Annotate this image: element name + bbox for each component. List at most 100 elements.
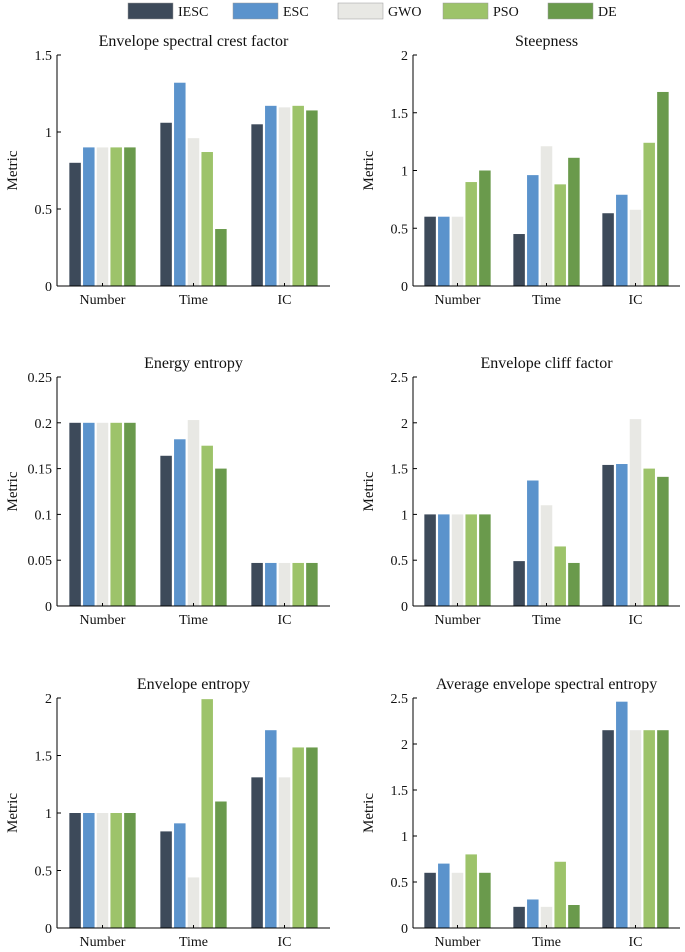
y-tick-label: 2.5 — [391, 692, 409, 707]
x-tick-label: IC — [629, 935, 643, 950]
y-tick-label: 1.5 — [35, 750, 53, 765]
bar-pso-number — [110, 422, 122, 606]
bar-gwo-time — [540, 906, 553, 928]
x-tick-label: IC — [278, 935, 292, 950]
x-tick-label: IC — [278, 613, 292, 628]
y-tick-label: 0.05 — [28, 554, 53, 569]
bar-pso-number — [110, 147, 122, 286]
bar-gwo-ic — [629, 209, 642, 286]
x-tick-label: IC — [278, 293, 292, 308]
x-tick-label: Time — [532, 935, 561, 950]
bar-esc-number — [438, 216, 450, 286]
chart-title: Average envelope spectral entropy — [436, 676, 657, 693]
bar-gwo-number — [451, 216, 464, 286]
y-tick-label: 0 — [45, 280, 52, 295]
bar-pso-ic — [292, 747, 304, 928]
bar-de-ic — [306, 747, 318, 928]
y-tick-label: 0.5 — [391, 554, 409, 569]
bar-pso-time — [554, 184, 566, 286]
legend-label: PSO — [493, 5, 519, 20]
bar-iesc-number — [424, 216, 436, 286]
y-axis-label: Metric — [5, 471, 21, 511]
bar-esc-ic — [265, 562, 277, 606]
bar-esc-time — [527, 480, 539, 606]
y-tick-label: 0.2 — [35, 417, 53, 432]
bar-de-number — [479, 170, 491, 286]
chart-title: Steepness — [515, 33, 578, 50]
bar-iesc-number — [69, 813, 81, 928]
chart-panel-5: Envelope entropy Metric Number Time IC 0 0.5 1 1… — [5, 676, 330, 950]
y-tick-label: 1 — [45, 126, 52, 141]
legend-swatch-iesc — [127, 2, 174, 20]
bar-esc-time — [174, 439, 186, 606]
y-tick-label: 0.1 — [35, 508, 53, 523]
x-tick-label: Number — [435, 293, 481, 308]
bar-pso-ic — [643, 730, 655, 928]
chart-title: Energy entropy — [144, 355, 243, 372]
chart-panel-3: Energy entropy Metric Number Time IC 0 0.05 0.1… — [5, 355, 330, 628]
y-tick-label: 1 — [45, 807, 52, 822]
bar-gwo-number — [451, 514, 464, 606]
bar-gwo-time — [187, 877, 200, 928]
bar-gwo-number — [451, 872, 464, 928]
legend-item-gwo: GWO — [337, 2, 421, 20]
bar-gwo-time — [540, 146, 553, 286]
bar-de-ic — [657, 730, 669, 928]
legend-swatch-pso — [442, 2, 489, 20]
bar-iesc-ic — [602, 730, 614, 928]
bar-pso-ic — [292, 105, 304, 286]
chart-panel-2: Steepness Metric Number Time IC 0 0.5 1 1.5 2 — [361, 33, 680, 308]
x-tick-label: Number — [435, 935, 481, 950]
bar-de-number — [124, 813, 136, 928]
y-tick-label: 0 — [401, 600, 408, 615]
legend-item-iesc: IESC — [127, 2, 208, 20]
bar-pso-number — [110, 813, 122, 928]
legend-label: ESC — [283, 5, 309, 20]
y-tick-label: 2 — [45, 692, 52, 707]
bar-de-time — [568, 905, 580, 928]
bar-iesc-time — [160, 122, 172, 286]
y-axis-label: Metric — [361, 471, 377, 511]
y-tick-label: 2 — [401, 49, 408, 64]
bar-de-ic — [657, 91, 669, 287]
bar-de-number — [124, 422, 136, 606]
chart-panel-4: Envelope cliff factor Metric Number Time IC 0… — [361, 355, 680, 628]
bar-pso-number — [465, 182, 477, 286]
y-tick-label: 0.5 — [35, 865, 53, 880]
bar-pso-number — [465, 854, 477, 928]
legend-swatch-gwo — [337, 2, 384, 20]
chart-panel-1: Envelope spectral crest factor Metric Numb… — [5, 33, 330, 308]
x-tick-label: Number — [435, 613, 481, 628]
bar-iesc-ic — [602, 213, 614, 286]
bar-iesc-ic — [251, 777, 263, 928]
chart-title: Envelope entropy — [137, 676, 250, 693]
x-tick-label: IC — [629, 293, 643, 308]
bar-de-ic — [306, 110, 318, 286]
bar-esc-number — [438, 863, 450, 928]
bar-de-time — [215, 468, 227, 606]
y-tick-label: 1.5 — [391, 107, 409, 122]
legend-swatch-esc — [232, 2, 279, 20]
y-tick-label: 0 — [45, 600, 52, 615]
bar-iesc-ic — [251, 124, 263, 286]
bar-de-number — [479, 514, 491, 606]
bar-pso-ic — [292, 562, 304, 606]
x-tick-label: Time — [179, 613, 208, 628]
bar-esc-number — [83, 813, 95, 928]
x-tick-label: Number — [80, 293, 126, 308]
x-tick-label: Time — [179, 935, 208, 950]
y-tick-label: 0 — [401, 280, 408, 295]
bar-iesc-ic — [602, 464, 614, 606]
y-tick-label: 0.25 — [28, 371, 53, 386]
bar-esc-ic — [265, 105, 277, 286]
bar-gwo-ic — [278, 777, 291, 928]
x-tick-label: Number — [80, 613, 126, 628]
bar-esc-time — [527, 899, 539, 928]
bar-iesc-time — [513, 906, 525, 928]
x-tick-label: IC — [629, 613, 643, 628]
y-tick-label: 2.5 — [391, 371, 409, 386]
bar-esc-ic — [265, 730, 277, 928]
y-tick-label: 1 — [401, 508, 408, 523]
bar-de-time — [215, 229, 227, 286]
